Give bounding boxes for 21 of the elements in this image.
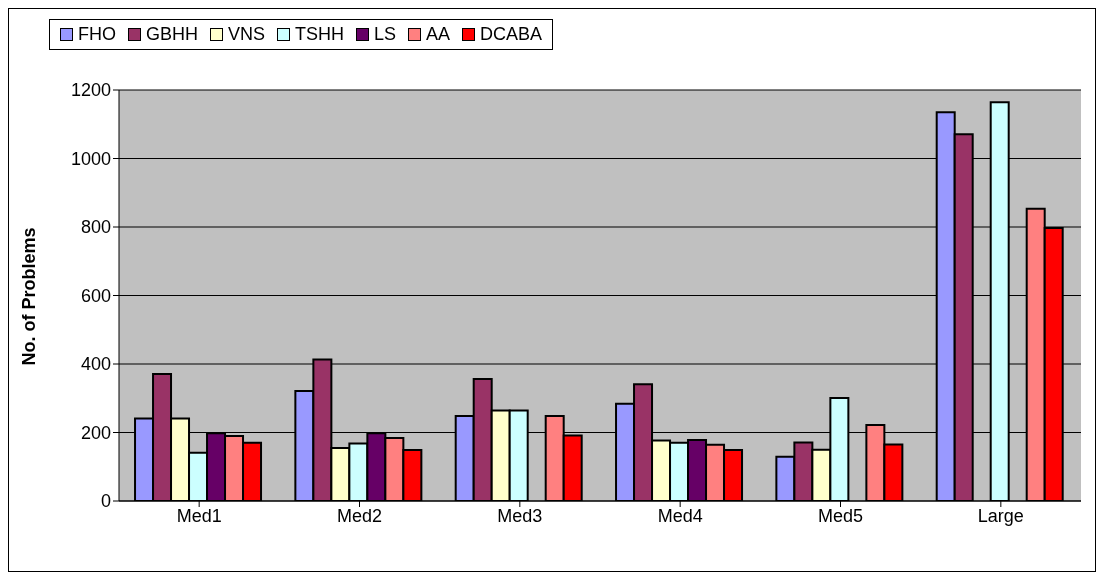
legend-label: LS — [373, 24, 397, 45]
legend-label: VNS — [227, 24, 266, 45]
y-tick-label: 600 — [80, 285, 111, 306]
legend-label: FHO — [77, 24, 116, 45]
x-tick-label: Med3 — [497, 505, 543, 526]
y-tick-label: 0 — [100, 491, 111, 512]
legend-label: AA — [425, 24, 451, 45]
x-tick-label: Med2 — [336, 505, 383, 526]
y-tick-label: 1000 — [70, 148, 111, 169]
x-tick-label: Med1 — [176, 505, 222, 526]
y-tick-label: 200 — [80, 422, 111, 443]
x-tick-label: Med4 — [657, 505, 703, 526]
x-tick-label: Med5 — [817, 505, 864, 526]
legend-label: TSHH — [294, 24, 345, 45]
y-tick-label: 800 — [80, 217, 111, 238]
legend-label: DCABA — [479, 24, 543, 45]
y-tick-label: 1200 — [70, 80, 111, 101]
x-tick-label: Large — [977, 505, 1024, 526]
y-axis-title: No. of Problems — [19, 227, 40, 366]
y-tick-label: 400 — [80, 354, 111, 375]
legend-label: GBHH — [145, 24, 199, 45]
